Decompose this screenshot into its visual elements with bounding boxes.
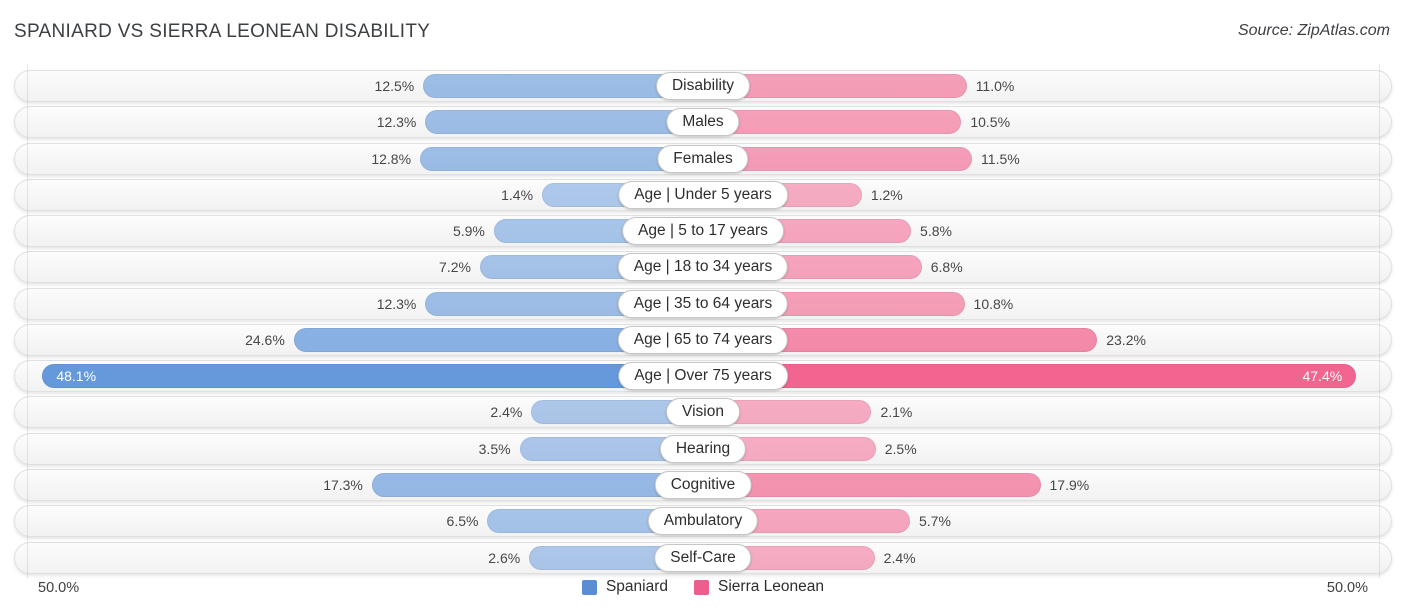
- legend-label-spaniard: Spaniard: [605, 578, 669, 595]
- sierra-leonean-bar: [703, 472, 1041, 497]
- category-pill: Females: [657, 144, 749, 173]
- sierra-leonean-value-label: 10.8%: [973, 295, 1014, 312]
- chart-row: 24.6% 23.2% Age | 65 to 74 years: [14, 323, 1392, 356]
- spaniard-value-label: 12.8%: [371, 150, 412, 167]
- spaniard-value-label: 7.2%: [439, 259, 471, 276]
- left-axis-gridline: [27, 64, 28, 578]
- sierra-leonean-bar: [703, 364, 1357, 389]
- spaniard-color-swatch: [581, 579, 597, 595]
- legend-item-sierra-leonean: Sierra Leonean: [694, 578, 824, 596]
- category-pill: Age | 35 to 64 years: [617, 289, 789, 318]
- legend-label-sierra-leonean: Sierra Leonean: [718, 578, 825, 595]
- spaniard-value-label: 17.3%: [323, 476, 363, 493]
- sierra-leonean-value-label: 2.4%: [883, 549, 916, 566]
- sierra-leonean-value-label: 23.2%: [1106, 331, 1146, 348]
- spaniard-bar: [371, 472, 703, 497]
- category-pill: Hearing: [659, 434, 747, 463]
- sierra-leonean-value-label: 5.8%: [920, 223, 952, 240]
- chart-row: 12.3% 10.8% Age | 35 to 64 years: [14, 287, 1392, 320]
- chart-row: 5.9% 5.8% Age | 5 to 17 years: [14, 215, 1392, 248]
- chart-row: 12.5% 11.0% Disability: [14, 70, 1392, 102]
- sierra-leonean-value-label: 11.5%: [981, 150, 1020, 167]
- left-axis-max-label: 50.0%: [38, 580, 80, 596]
- chart-row: 2.4% 2.1% Vision: [14, 396, 1392, 429]
- chart-row: 48.1% 47.4% Age | Over 75 years: [14, 360, 1392, 393]
- source-attribution: Source: ZipAtlas.com: [1237, 22, 1390, 39]
- category-pill: Age | 18 to 34 years: [617, 253, 789, 282]
- chart-row: 1.4% 1.2% Age | Under 5 years: [14, 178, 1392, 211]
- chart-row: 12.3% 10.5% Males: [14, 106, 1392, 139]
- sierra-leonean-value-label: 11.0%: [975, 78, 1015, 94]
- category-pill: Vision: [666, 398, 740, 427]
- category-pill: Males: [666, 108, 740, 137]
- legend: Spaniard Sierra Leonean: [0, 578, 1406, 596]
- spaniard-value-label: 6.5%: [446, 513, 479, 530]
- page-title: SPANIARD VS SIERRA LEONEAN DISABILITY: [14, 21, 431, 42]
- spaniard-value-label: 12.5%: [374, 78, 415, 94]
- sierra-leonean-value-label: 10.5%: [970, 114, 1011, 131]
- legend-item-spaniard: Spaniard: [581, 578, 669, 596]
- chart-row: 2.6% 2.4% Self-Care: [14, 541, 1392, 574]
- category-pill: Age | 5 to 17 years: [622, 217, 784, 246]
- sierra-leonean-value-label: 17.9%: [1049, 476, 1090, 493]
- chart-row: 17.3% 17.9% Cognitive: [14, 468, 1392, 501]
- sierra-leonean-value-label: 6.8%: [930, 259, 963, 276]
- spaniard-value-label: 5.9%: [452, 223, 485, 240]
- category-pill: Age | Over 75 years: [618, 362, 788, 391]
- category-pill: Cognitive: [654, 470, 752, 499]
- spaniard-bar: [42, 364, 703, 389]
- category-pill: Disability: [655, 72, 751, 100]
- chart-row: 3.5% 2.5% Hearing: [14, 432, 1392, 465]
- category-pill: Age | 65 to 74 years: [617, 325, 789, 354]
- category-pill: Ambulatory: [647, 507, 759, 536]
- chart-row: 7.2% 6.8% Age | 18 to 34 years: [14, 251, 1392, 284]
- spaniard-value-label: 48.1%: [56, 368, 97, 385]
- category-pill: Self-Care: [654, 543, 752, 572]
- right-axis-gridline: [1379, 64, 1380, 578]
- sierra-leonean-value-label: 1.2%: [870, 186, 903, 203]
- sierra-leonean-value-label: 2.5%: [884, 440, 917, 457]
- spaniard-value-label: 2.6%: [488, 549, 521, 566]
- sierra-leonean-value-label: 2.1%: [880, 404, 913, 421]
- category-pill: Age | Under 5 years: [618, 180, 788, 209]
- sierra-leonean-bar: [703, 110, 962, 135]
- sierra-leonean-color-swatch: [694, 579, 710, 595]
- spaniard-value-label: 24.6%: [245, 331, 285, 348]
- spaniard-value-label: 12.3%: [376, 295, 417, 312]
- spaniard-value-label: 1.4%: [501, 186, 534, 203]
- sierra-leonean-value-label: 5.7%: [918, 513, 951, 530]
- spaniard-value-label: 3.5%: [478, 440, 511, 457]
- sierra-leonean-value-label: 47.4%: [1302, 368, 1343, 385]
- spaniard-bar: [420, 146, 703, 171]
- spaniard-value-label: 12.3%: [376, 114, 417, 131]
- chart-row: 6.5% 5.7% Ambulatory: [14, 505, 1392, 538]
- spaniard-bar: [425, 110, 703, 135]
- spaniard-value-label: 2.4%: [490, 404, 523, 421]
- chart-row: 12.8% 11.5% Females: [14, 142, 1392, 175]
- right-axis-max-label: 50.0%: [1326, 580, 1368, 596]
